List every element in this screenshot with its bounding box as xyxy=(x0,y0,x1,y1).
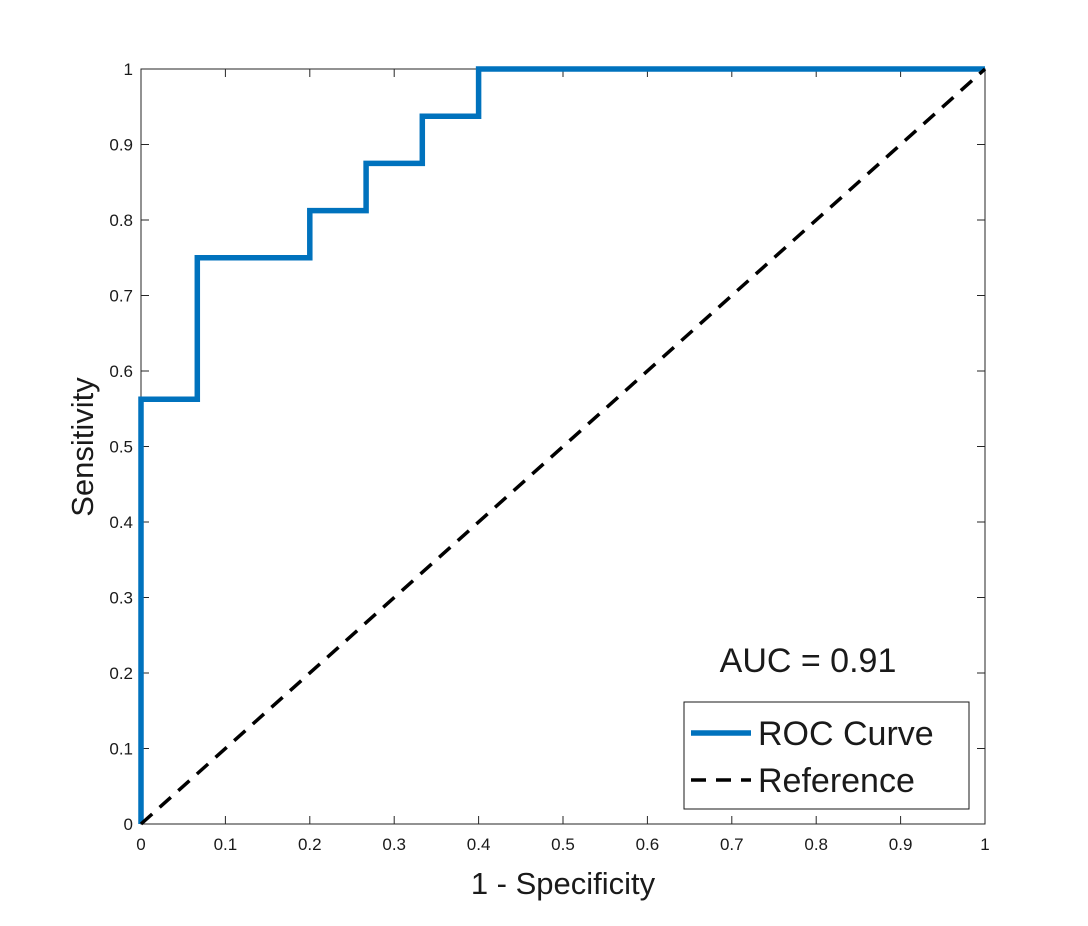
x-tick-label: 0.1 xyxy=(214,835,238,854)
series-layer xyxy=(138,66,987,826)
y-tick-label: 1 xyxy=(124,60,133,79)
series-line-roc-curve xyxy=(138,66,985,824)
y-tick-label: 0.7 xyxy=(109,287,133,306)
legend-label-roc-curve: ROC Curve xyxy=(758,715,934,753)
legend-box xyxy=(683,701,970,810)
x-tick-label: 0.9 xyxy=(889,835,913,854)
y-tick-label: 0.3 xyxy=(109,589,133,608)
y-tick-label: 0.6 xyxy=(109,362,133,381)
y-tick-label: 0 xyxy=(124,815,133,834)
x-tick-label: 0.7 xyxy=(720,835,744,854)
y-tick-label: 0.9 xyxy=(109,136,133,155)
series-line-reference xyxy=(139,67,987,826)
y-tick-label: 0.4 xyxy=(109,513,133,532)
x-tick-label: 0.6 xyxy=(636,835,660,854)
y-tick-label: 0.8 xyxy=(109,211,133,230)
auc-annotation: AUC = 0.91 xyxy=(720,642,897,680)
y-tick-label: 0.5 xyxy=(109,438,133,457)
x-tick-label: 0.2 xyxy=(298,835,322,854)
x-axis-label: 1 - Specificity xyxy=(471,866,656,901)
x-tick-label: 0.4 xyxy=(467,835,491,854)
x-tick-label: 0.8 xyxy=(804,835,828,854)
x-tick-label: 1 xyxy=(980,835,989,854)
legend-label-reference: Reference xyxy=(758,762,915,800)
x-tick-label: 0 xyxy=(136,835,145,854)
y-axis-label: Sensitivity xyxy=(65,377,100,517)
y-tick-label: 0.2 xyxy=(109,664,133,683)
axis-ticks: 0 0.1 0.2 0.3 0.4 0.5 0.6 0.7 0.8 0.9 1 0 0.1 0.2 0.3 0… xyxy=(109,60,989,854)
legend: ROC Curve Reference xyxy=(683,701,970,810)
x-tick-label: 0.3 xyxy=(382,835,406,854)
x-tick-label: 0.5 xyxy=(551,835,575,854)
y-tick-label: 0.1 xyxy=(109,740,133,759)
